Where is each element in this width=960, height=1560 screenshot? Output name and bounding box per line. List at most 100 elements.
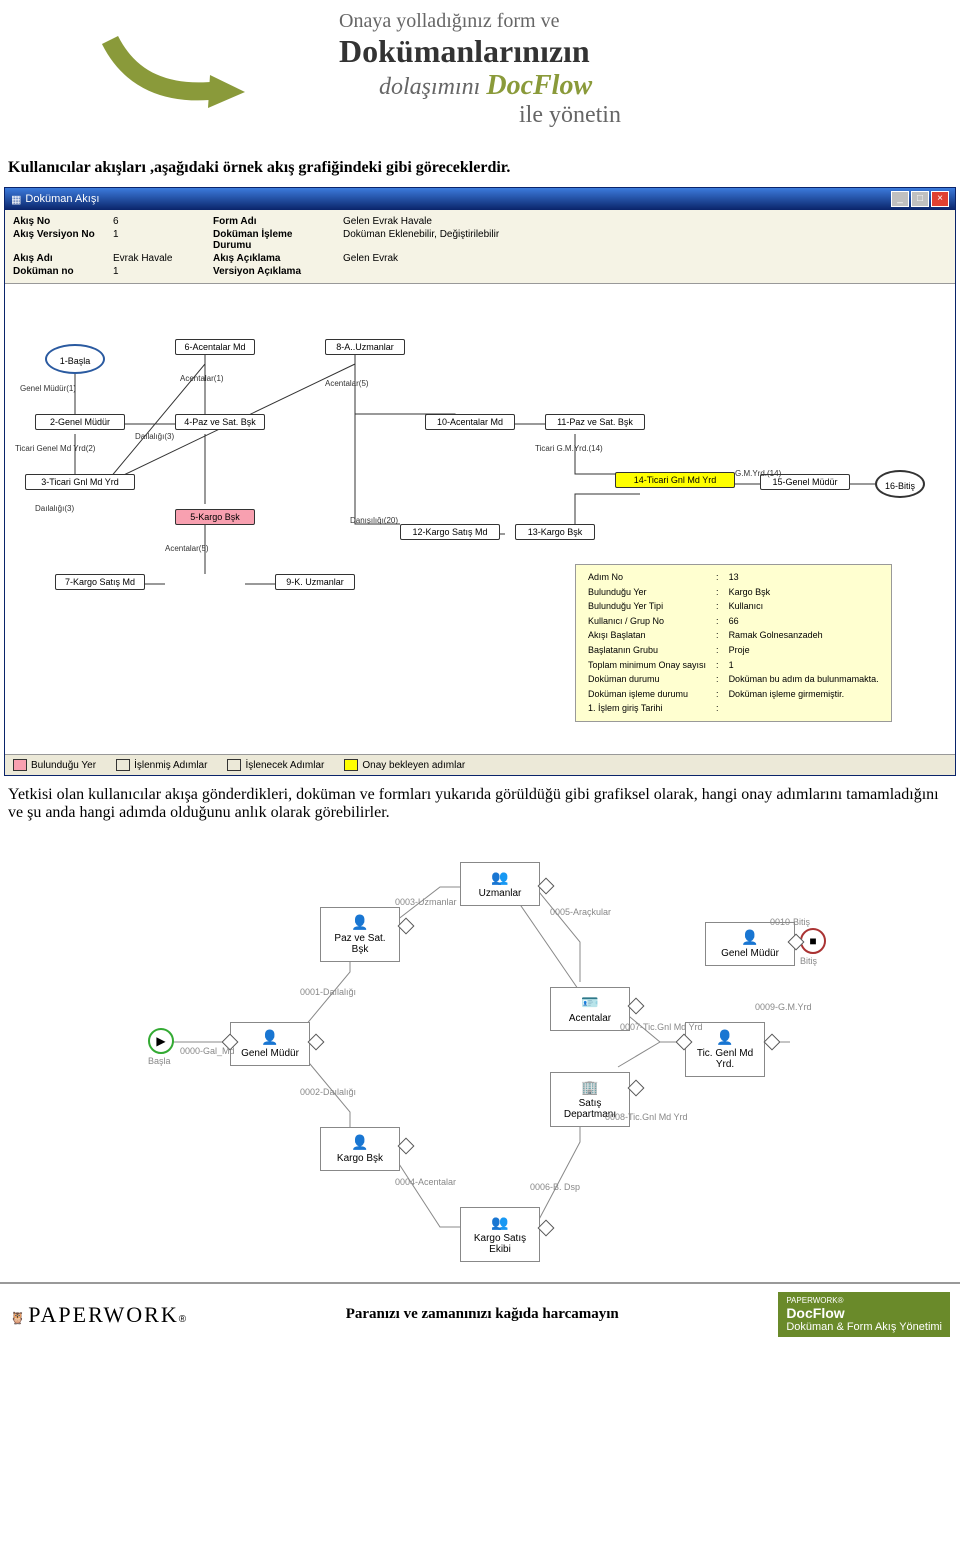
edge-label: G.M.Yrd.(14) [735,469,781,478]
paperwork-logo: 🦉 PAPERWORK® [10,1302,186,1328]
tt-val: 13 [725,571,883,584]
mid-paragraph: Yetkisi olan kullanıcılar akışa gönderdi… [8,786,952,822]
flow2-node-uzm[interactable]: 👥Uzmanlar [460,862,540,906]
tt-key: Başlatanın Grubu [584,644,710,657]
tt-val: Ramak Golnesanzadeh [725,629,883,642]
flow-canvas[interactable]: 1-Başla 6-Acentalar Md 8-A..Uzmanlar 2-G… [5,284,955,754]
docflow-sub: Doküman & Form Akış Yönetimi [786,1321,942,1333]
tt-val: Kargo Bşk [725,586,883,599]
flow2-edge-label: 0008-Tic.Gnl Md Yrd [605,1112,688,1122]
tt-val: 66 [725,615,883,628]
flow2-edge-label: 0003-Uzmanlar [395,897,457,907]
flow2-edge-label: 0001-Daılalığı [300,987,356,997]
node-8[interactable]: 8-A..Uzmanlar [325,339,405,355]
node-9[interactable]: 9-K. Uzmanlar [275,574,355,590]
akis-acik-value: Gelen Evrak [343,253,543,264]
akis-ver-label: Akış Versiyon No [13,229,103,251]
node-11[interactable]: 11-Paz ve Sat. Bşk [545,414,645,430]
paperwork-text: PAPERWORK [28,1302,178,1327]
node-5[interactable]: 5-Kargo Bşk [175,509,255,525]
dok-no-label: Doküman no [13,266,103,277]
minimize-button[interactable]: _ [891,191,909,207]
tt-key: Doküman işleme durumu [584,688,710,701]
node-7[interactable]: 7-Kargo Satış Md [55,574,145,590]
tt-val: 1 [725,659,883,672]
flow2-edge-label: 0010-Bitiş [770,917,810,927]
window-icon: ▦ [11,193,21,206]
legend-swatch [116,759,130,771]
flow2-label: Genel Müdür [721,948,779,959]
flow2-label: Kargo Satış Ekibi [474,1233,526,1255]
flow2-node-gm[interactable]: 👤Genel Müdür [230,1022,310,1066]
node-tooltip: Adım No:13 Bulunduğu Yer:Kargo Bşk Bulun… [575,564,892,722]
tt-val [725,702,883,715]
akis-adi-value: Evrak Havale [113,253,203,264]
legend-label: Bulunduğu Yer [31,760,96,771]
edge-label: Ticari Genel Md Yrd(2) [15,444,95,453]
node-4[interactable]: 4-Paz ve Sat. Bşk [175,414,265,430]
edge-label: Genel Müdür(1) [20,384,76,393]
user-icon: 👤 [329,914,391,931]
flow2-edge-label: 0006-B. Dsp [530,1182,580,1192]
tt-val: Doküman işleme girmemiştir. [725,688,883,701]
flow2-label: Acentalar [569,1013,611,1024]
tt-key: Bulunduğu Yer [584,586,710,599]
users-icon: 👥 [469,1214,531,1231]
dokuman-akisi-window: ▦ Doküman Akışı _ □ × Akış No 6 Form Adı… [4,187,956,776]
tt-val: Kullanıcı [725,600,883,613]
gateway-icon [538,878,555,895]
owl-icon: 🦉 [10,1311,25,1325]
node-14[interactable]: 14-Ticari Gnl Md Yrd [615,472,735,488]
edge-label: Acentalar(5) [165,544,209,553]
edge-label: Acentalar(5) [325,379,369,388]
close-button[interactable]: × [931,191,949,207]
dok-isl-value: Doküman Eklenebilir, Değiştirilebilir [343,229,543,251]
akis-acik-label: Akış Açıklama [213,253,333,264]
node-3[interactable]: 3-Ticari Gnl Md Yrd [25,474,135,490]
flow2-node-gm2[interactable]: 👤Genel Müdür [705,922,795,966]
ver-acik-value [343,266,543,277]
hero-banner: Onaya yolladığınız form ve Dokümanlarını… [0,0,960,149]
flow2-node-acenta[interactable]: 🪪Acentalar [550,987,630,1031]
node-13[interactable]: 13-Kargo Bşk [515,524,595,540]
tt-key: Akışı Başlatan [584,629,710,642]
intro-paragraph: Kullanıcılar akışları ,aşağıdaki örnek a… [8,159,952,177]
tt-val: Proje [725,644,883,657]
gateway-icon [308,1034,325,1051]
flow2-start[interactable]: ▶ [148,1028,174,1054]
node-12[interactable]: 12-Kargo Satış Md [400,524,500,540]
node-start[interactable]: 1-Başla [45,344,105,374]
hero-line2: Dokümanlarınızın [339,33,621,70]
node-2[interactable]: 2-Genel Müdür [35,414,125,430]
flow2-node-kargo[interactable]: 👤Kargo Bşk [320,1127,400,1171]
dok-isl-label: Doküman İşleme Durumu [213,229,333,251]
info-panel: Akış No 6 Form Adı Gelen Evrak Havale Ak… [5,210,955,284]
flow2-node-kse[interactable]: 👥 Kargo Satış Ekibi [460,1207,540,1262]
hero-line3-prefix: dolaşımını [379,74,480,100]
legend-swatch [344,759,358,771]
gateway-icon [538,1220,555,1237]
flow2-edge-label: 0005-Araçkular [550,907,611,917]
gateway-icon [398,1138,415,1155]
tt-key: 1. İşlem giriş Tarihi [584,702,710,715]
page-footer: 🦉 PAPERWORK® Paranızı ve zamanınızı kağı… [0,1282,960,1345]
node-10[interactable]: 10-Acentalar Md [425,414,515,430]
akis-no-value: 6 [113,216,203,227]
legend-label: Onay bekleyen adımlar [362,760,465,771]
flow2-node-paz[interactable]: 👤Paz ve Sat. Bşk [320,907,400,962]
edge-label: Ticari G.M.Yrd.(14) [535,444,603,453]
user-icon: 👤 [239,1029,301,1046]
node-end[interactable]: 16-Bitiş [875,470,925,498]
footer-tagline: Paranızı ve zamanınızı kağıda harcamayın [346,1306,619,1323]
maximize-button[interactable]: □ [911,191,929,207]
ver-acik-label: Versiyon Açıklama [213,266,333,277]
flow2-edge-label: 0002-Daılalığı [300,1087,356,1097]
legend-swatch [227,759,241,771]
flow2-edge-label: 0007-Tic.Gnl Md Yrd [620,1022,703,1032]
arrow-icon [100,30,250,120]
hero-line1: Onaya yolladığınız form ve [339,10,621,33]
user-icon: 👤 [694,1029,756,1046]
node-6[interactable]: 6-Acentalar Md [175,339,255,355]
titlebar[interactable]: ▦ Doküman Akışı _ □ × [5,188,955,210]
users-icon: 👥 [469,869,531,886]
